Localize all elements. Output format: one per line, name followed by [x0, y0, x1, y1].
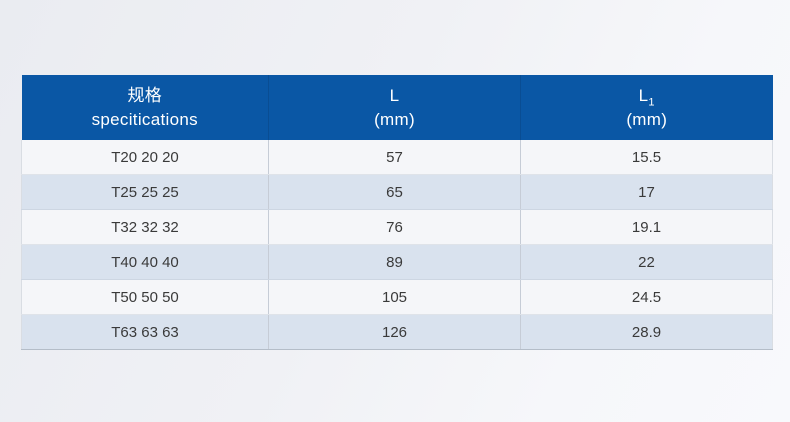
cell-l1: 15.5	[520, 140, 773, 175]
cell-l: 105	[268, 279, 521, 315]
cell-spec: T32 32 32	[21, 209, 269, 245]
header-l1-unit: (mm)	[626, 109, 668, 129]
cell-spec: T20 20 20	[21, 140, 269, 175]
cell-l: 126	[268, 314, 521, 350]
header-cell-specifications: 规格 specitications	[21, 75, 269, 140]
table-row: T25 25 25 65 17	[21, 174, 773, 210]
header-l-unit: (mm)	[374, 109, 415, 129]
cell-l: 89	[268, 244, 521, 280]
cell-l: 76	[268, 209, 521, 245]
specifications-table: 规格 specitications L (mm) L1 (mm) T20 20 …	[21, 75, 773, 350]
header-spec-en: specitications	[91, 109, 198, 129]
cell-l1: 24.5	[520, 279, 773, 315]
cell-spec: T63 63 63	[21, 314, 269, 350]
table-row: T20 20 20 57 15.5	[21, 140, 773, 175]
cell-l: 65	[268, 174, 521, 210]
cell-l1: 22	[520, 244, 773, 280]
cell-spec: T25 25 25	[21, 174, 269, 210]
header-cell-l1: L1 (mm)	[520, 75, 773, 140]
header-l-symbol: L	[389, 85, 400, 105]
header-cell-l: L (mm)	[268, 75, 521, 140]
cell-spec: T50 50 50	[21, 279, 269, 315]
header-spec-zh: 规格	[127, 85, 163, 105]
header-l1-symbol: L1	[638, 85, 655, 108]
header-l1-subscript: 1	[648, 95, 655, 108]
cell-spec: T40 40 40	[21, 244, 269, 280]
cell-l1: 17	[520, 174, 773, 210]
table-row: T40 40 40 89 22	[21, 244, 773, 280]
cell-l1: 19.1	[520, 209, 773, 245]
cell-l1: 28.9	[520, 314, 773, 350]
table-row: T32 32 32 76 19.1	[21, 209, 773, 245]
table-row: T63 63 63 126 28.9	[21, 314, 773, 350]
table-row: T50 50 50 105 24.5	[21, 279, 773, 315]
cell-l: 57	[268, 140, 521, 175]
table-header-row: 规格 specitications L (mm) L1 (mm)	[21, 75, 773, 140]
